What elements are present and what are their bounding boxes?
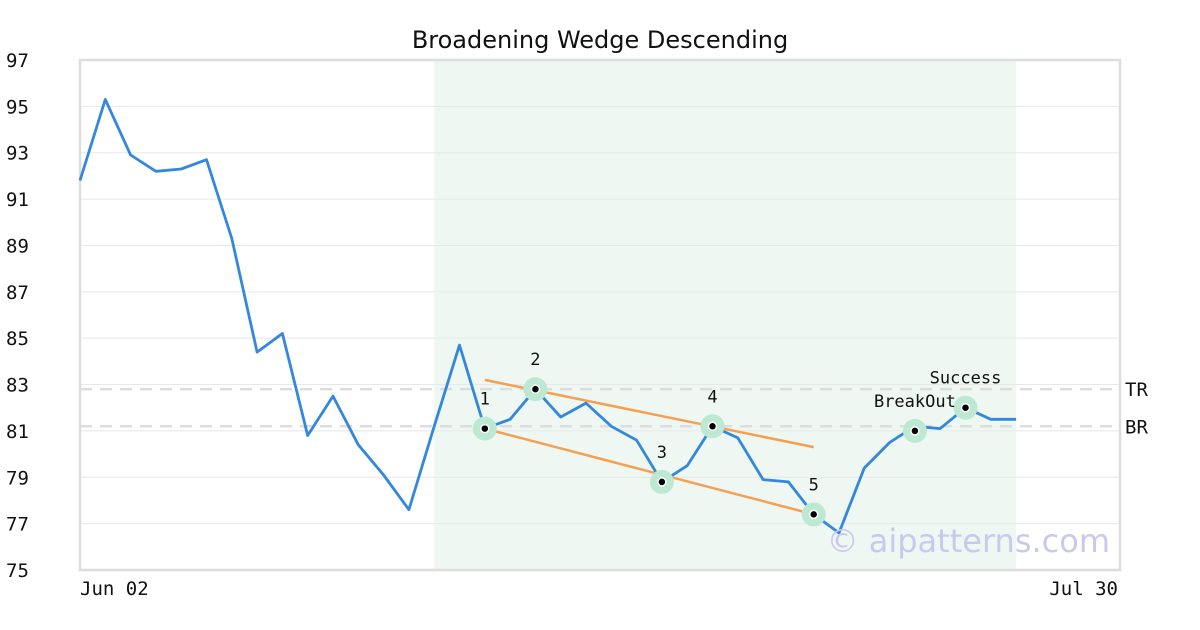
marker-label-breakout: BreakOut [874,392,956,412]
marker-label-4: 4 [707,387,717,407]
marker-label-success: Success [930,369,1002,389]
y-tick-label: 93 [6,143,29,165]
y-tick-label: 77 [6,514,29,536]
y-tick-label: 81 [6,421,29,443]
x-tick-label-end: Jul 30 [1049,578,1118,600]
y-tick-label: 95 [6,96,29,118]
x-tick-label-start: Jun 02 [80,578,149,600]
marker-label-3: 3 [657,443,667,463]
marker-point-3 [657,477,667,487]
marker-point-breakout [910,426,920,436]
chart-title: Broadening Wedge Descending [412,26,788,54]
marker-label-2: 2 [530,350,540,370]
y-tick-label: 75 [6,560,29,582]
price-line [78,98,1017,535]
y-tick-label: 83 [6,375,29,397]
trendline-2 [484,427,815,516]
pattern-region [434,60,1017,570]
watermark: © aipatterns.com [827,522,1110,560]
marker-point-4 [707,421,718,432]
y-tick-label: 97 [6,50,29,72]
marker-point-1 [480,423,490,434]
marker-point-success [960,402,971,413]
y-tick-label: 89 [6,235,29,257]
reference-label-tr: TR [1125,379,1148,401]
marker-point-2 [530,384,541,394]
plot-frame [78,58,1122,572]
y-tick-label: 85 [6,328,29,350]
marker-point-5 [808,509,819,520]
marker-label-1: 1 [480,390,490,410]
marker-label-5: 5 [809,475,819,495]
y-tick-label: 79 [6,467,29,489]
y-tick-label: 87 [6,282,29,304]
reference-label-br: BR [1125,416,1148,438]
y-tick-label: 91 [6,189,29,211]
